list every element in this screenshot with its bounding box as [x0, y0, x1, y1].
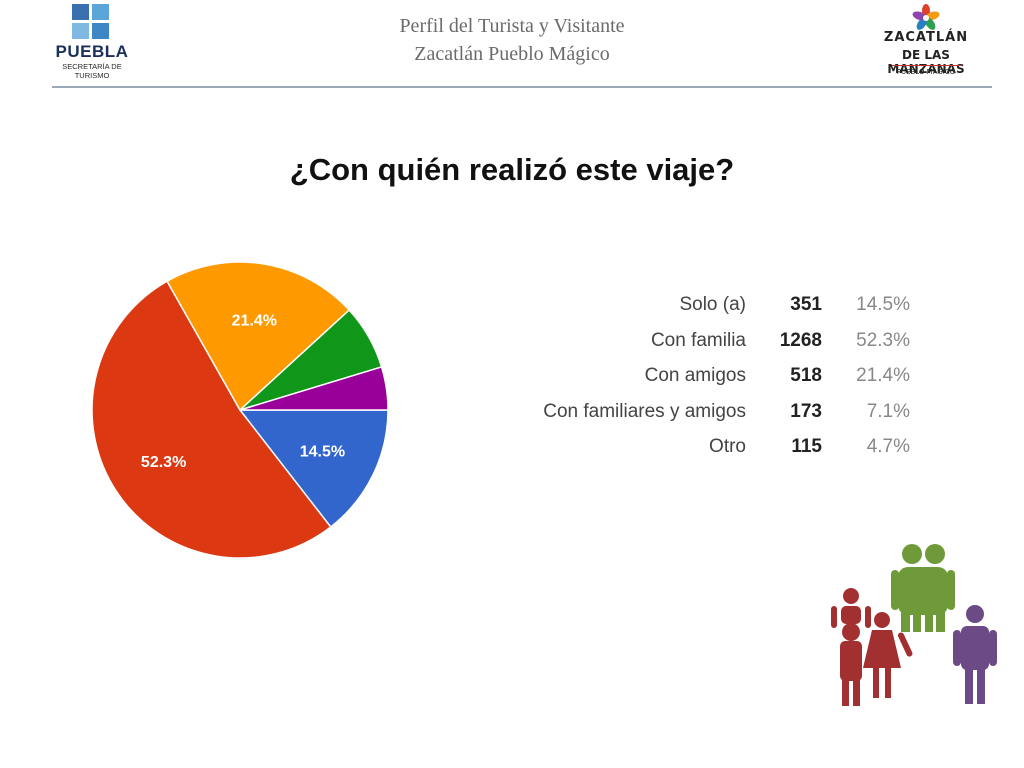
- pie-slice: [238, 409, 389, 528]
- logo-underline: [892, 65, 962, 66]
- puebla-logo-subtitle: SECRETARÍA DE TURISMO: [62, 62, 122, 80]
- pie-slice: [91, 280, 332, 559]
- slide-title: ¿Con quién realizó este viaje?: [0, 152, 1024, 188]
- pie-slice: [166, 261, 351, 412]
- logo-square: [92, 4, 109, 20]
- row-percent: 7.1%: [866, 400, 910, 422]
- row-count: 351: [790, 294, 822, 315]
- parent-with-child-figure: [831, 588, 871, 706]
- row-category-label: Con familiares y amigos: [543, 400, 746, 422]
- header-title: Perfil del Turista y Visitante Zacatlán …: [312, 12, 712, 68]
- table-row: Otro 115 4.7%: [500, 432, 920, 468]
- pie-chart: 14.5% 52.3% 21.4%: [91, 261, 389, 559]
- row-count: 173: [790, 400, 822, 422]
- row-count: 1268: [779, 329, 822, 351]
- slide-title-text: ¿Con quién realizó este viaje?: [289, 152, 735, 187]
- row-percent: 52.3%: [856, 329, 910, 351]
- table-row: Con familiares y amigos 173 7.1%: [500, 397, 920, 433]
- header-title-line2: Zacatlán Pueblo Mágico: [414, 43, 610, 65]
- girl-figure: [863, 612, 913, 698]
- puebla-logo-name: PUEBLA: [55, 42, 129, 61]
- row-count: 518: [790, 365, 822, 386]
- results-table: Solo (a) 351 14.5% Con familia 1268 52.3% Con …: [500, 290, 920, 468]
- backpacker-figure: [953, 605, 997, 704]
- zacatlan-logo-line1: ZACATLÁN: [883, 30, 969, 45]
- flower-icon: [912, 4, 940, 30]
- row-percent: 14.5%: [856, 294, 910, 315]
- adults-pair-figure: [891, 544, 955, 632]
- row-category-label: Solo (a): [679, 294, 746, 315]
- table-row: Con familia 1268 52.3%: [500, 326, 920, 362]
- pie-slice-label: 21.4%: [232, 312, 277, 329]
- pie-slice-label: 14.5%: [300, 443, 345, 460]
- pie-slice: [239, 365, 389, 411]
- header-title-line1: Perfil del Turista y Visitante: [399, 15, 625, 37]
- row-count: 115: [791, 436, 822, 457]
- logo-square: [92, 23, 109, 39]
- puebla-logo-mark: [72, 4, 112, 40]
- family-figures-icon: [831, 544, 997, 706]
- puebla-tourism-logo: PUEBLA SECRETARÍA DE TURISMO: [52, 4, 132, 84]
- row-category-label: Con amigos: [644, 365, 746, 386]
- row-category-label: Con familia: [650, 329, 746, 351]
- logo-square: [72, 23, 89, 39]
- zacatlan-logo: ZACATLÁN DE LAS MANZANAS PUEBLO MÁGICO: [862, 4, 990, 84]
- zacatlan-logo-line3: PUEBLO MÁGICO: [896, 68, 956, 76]
- table-row: Solo (a) 351 14.5%: [500, 290, 920, 326]
- row-percent: 21.4%: [856, 365, 910, 386]
- logo-square: [72, 4, 89, 20]
- pie-slice-label: 52.3%: [141, 454, 186, 471]
- row-percent: 4.7%: [866, 436, 910, 457]
- table-row: Con amigos 518 21.4%: [500, 361, 920, 397]
- header-divider: [52, 86, 992, 88]
- row-category-label: Otro: [709, 436, 746, 457]
